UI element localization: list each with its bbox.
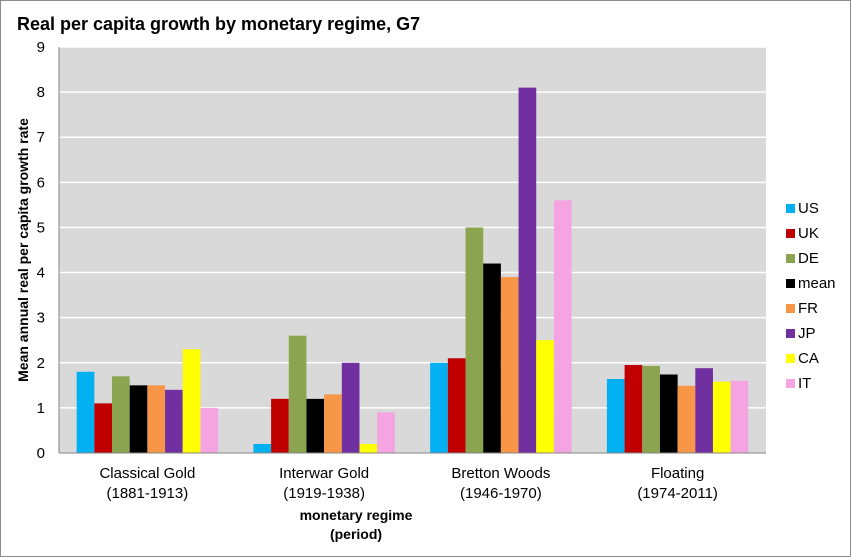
legend-label-ca: CA — [798, 350, 819, 367]
bars — [76, 87, 749, 453]
bar-de-2 — [465, 227, 484, 453]
y-tick-label: 6 — [37, 174, 45, 191]
bar-ca-2 — [536, 340, 554, 453]
legend-label-fr: FR — [798, 300, 818, 317]
legend-label-jp: JP — [798, 325, 816, 342]
x-category-label: Floating — [651, 465, 704, 482]
bar-mean-3 — [659, 374, 678, 453]
legend-swatch-ca — [786, 354, 795, 363]
bar-mean-0 — [129, 385, 148, 453]
bar-it-3 — [730, 380, 749, 453]
legend-swatch-us — [786, 204, 795, 213]
y-axis-label: Mean annual real per capita growth rate — [15, 118, 31, 382]
bar-ca-1 — [359, 443, 378, 453]
bar-jp-2 — [518, 87, 537, 453]
bar-jp-0 — [165, 389, 183, 453]
bar-uk-3 — [624, 365, 643, 453]
x-category-label: Bretton Woods — [451, 465, 550, 482]
x-category-label: (1974-2011) — [637, 485, 718, 502]
y-tick-label: 4 — [37, 265, 45, 282]
x-axis-label-line: (period) — [330, 526, 382, 542]
bar-it-1 — [377, 412, 395, 453]
bar-fr-1 — [324, 394, 342, 453]
legend-swatch-it — [786, 379, 795, 388]
bar-us-2 — [430, 362, 448, 453]
legend-label-it: IT — [798, 375, 811, 392]
bar-ca-0 — [182, 349, 201, 453]
axes — [58, 47, 766, 454]
bar-de-0 — [112, 376, 130, 453]
bar-fr-2 — [500, 277, 519, 453]
legend-swatch-mean — [786, 279, 795, 288]
bar-de-3 — [642, 365, 660, 453]
legend-label-us: US — [798, 200, 819, 217]
bar-ca-3 — [712, 381, 731, 453]
y-tick-label: 5 — [37, 219, 45, 236]
y-tick-label: 9 — [37, 39, 45, 56]
legend-swatch-fr — [786, 304, 795, 313]
bar-us-0 — [76, 371, 95, 453]
x-axis-label: monetary regime (period) — [300, 507, 413, 542]
bar-jp-1 — [341, 362, 360, 453]
legend-label-de: DE — [798, 250, 819, 267]
bar-de-1 — [288, 335, 307, 453]
legend-label-uk: UK — [798, 225, 819, 242]
bar-us-1 — [253, 443, 272, 453]
bar-us-3 — [606, 379, 625, 453]
y-tick-labels: 0 1 2 3 4 5 6 7 8 9 — [37, 39, 45, 462]
bar-mean-1 — [306, 398, 325, 453]
y-tick-label: 2 — [37, 355, 45, 372]
x-category-label: (1946-1970) — [460, 485, 542, 502]
bar-uk-0 — [94, 403, 113, 453]
bar-it-0 — [200, 407, 219, 453]
bar-it-2 — [553, 200, 572, 453]
y-tick-label: 0 — [37, 445, 45, 462]
bar-uk-2 — [447, 358, 466, 453]
x-category-label: Classical Gold — [99, 465, 195, 482]
legend-swatch-uk — [786, 229, 795, 238]
y-tick-label: 3 — [37, 310, 45, 327]
bar-uk-1 — [271, 398, 289, 453]
x-axis-label-line: monetary regime — [300, 507, 413, 523]
x-category-label: (1919-1938) — [283, 485, 365, 502]
legend-swatch-jp — [786, 329, 795, 338]
y-tick-label: 8 — [37, 84, 45, 101]
bar-mean-2 — [483, 263, 501, 453]
y-tick-label: 1 — [37, 400, 45, 417]
bar-fr-3 — [677, 385, 696, 453]
y-tick-label: 7 — [37, 129, 45, 146]
legend-label-mean: mean — [798, 275, 836, 292]
legend-swatch-de — [786, 254, 795, 263]
chart-title: Real per capita growth by monetary regim… — [17, 14, 421, 34]
x-category-labels: Classical Gold (1881-1913) Interwar Gold (1… — [99, 465, 718, 502]
legend: US UK DE mean FR JP CA IT — [786, 200, 836, 392]
bar-fr-0 — [147, 385, 166, 453]
x-category-label: Interwar Gold — [279, 465, 369, 482]
x-category-label: (1881-1913) — [107, 485, 189, 502]
bar-jp-3 — [695, 368, 713, 453]
